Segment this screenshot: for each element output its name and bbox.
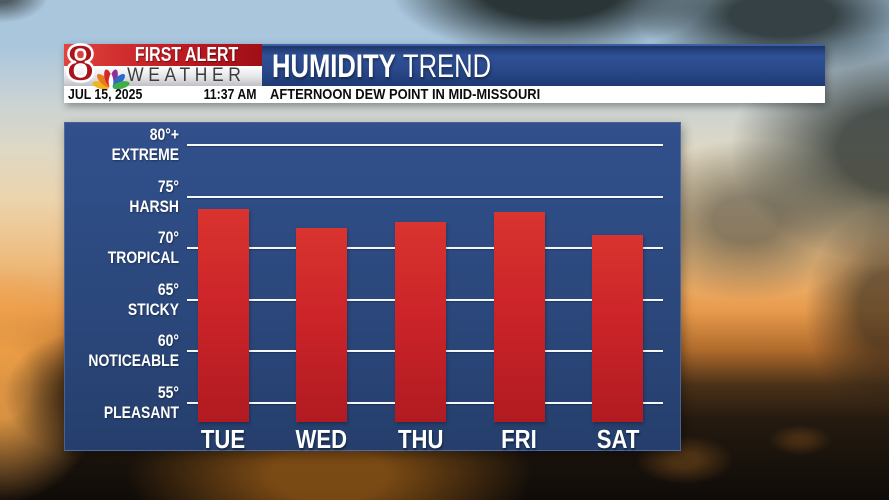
y-tick: 55° (157, 383, 179, 403)
y-axis-label-80: 80°+ EXTREME (65, 125, 179, 165)
date-time-box: JUL 15, 2025 11:37 AM (64, 86, 262, 103)
header-top-row: FIRST ALERT WEATHER 8 (64, 37, 825, 91)
y-band-name: STICKY (127, 299, 179, 319)
bar-fri (493, 212, 545, 422)
y-axis-layer: 80°+ EXTREME 75° HARSH 70° TROPICAL 65° STICKY 6… (65, 123, 680, 450)
y-tick: 60° (157, 331, 179, 351)
first-alert-label: FIRST ALERT (135, 43, 239, 66)
chart-subtitle-strip: AFTERNOON DEW POINT IN MID-MISSOURI (262, 86, 825, 103)
y-band-name: EXTREME (111, 145, 179, 164)
bar-thu (394, 222, 446, 422)
bars-layer (65, 123, 680, 450)
y-axis-label-60: 60° NOTICEABLE (65, 331, 179, 371)
y-axis-label-70: 70° TROPICAL (65, 228, 179, 268)
day-label-tue: TUE (174, 424, 272, 455)
day-label-wed: WED (273, 424, 371, 455)
day-label-text: SAT (596, 424, 640, 454)
time-label: 11:37 AM (203, 86, 256, 103)
day-label-text: THU (397, 424, 444, 454)
first-alert-banner: FIRST ALERT (64, 44, 262, 66)
title-secondary: TREND (402, 47, 492, 84)
day-label-sat: SAT (569, 424, 667, 455)
y-axis-label-55: 55° PLEASANT (65, 383, 179, 423)
chart-subtitle: AFTERNOON DEW POINT IN MID-MISSOURI (270, 86, 541, 103)
date-label: JUL 15, 2025 (68, 86, 143, 103)
title-primary: HUMIDITY (272, 47, 396, 84)
nbc-peacock-icon (92, 69, 130, 89)
y-axis-label-75: 75° HARSH (65, 177, 179, 217)
y-band-name: NOTICEABLE (88, 351, 179, 371)
chart-panel: 80°+ EXTREME 75° HARSH 70° TROPICAL 65° STICKY 6… (64, 122, 681, 454)
day-label-thu: THU (371, 424, 469, 455)
gridline-75 (187, 195, 663, 198)
title-banner: HUMIDITY TREND (262, 44, 825, 86)
day-label-text: TUE (200, 424, 246, 454)
header: FIRST ALERT WEATHER 8 (64, 37, 825, 103)
bar-wed (296, 227, 348, 422)
info-strip: JUL 15, 2025 11:37 AM AFTERNOON DEW POIN… (64, 86, 825, 103)
y-axis-label-65: 65° STICKY (65, 280, 179, 320)
channel-8-logo: 8 (65, 35, 96, 93)
x-axis-layer: TUE WED THU FRI SAT (65, 123, 680, 454)
station-logo: FIRST ALERT WEATHER 8 (64, 37, 262, 91)
gridline-80 (187, 144, 663, 146)
y-tick: 65° (157, 279, 179, 299)
day-label-text: WED (295, 424, 348, 454)
y-band-name: HARSH (129, 196, 179, 216)
y-band-name: TROPICAL (107, 248, 179, 268)
y-band-name: PLEASANT (103, 403, 179, 423)
y-tick: 70° (157, 228, 179, 248)
page-title: HUMIDITY TREND (272, 48, 491, 85)
y-tick: 75° (157, 176, 179, 196)
day-label-text: FRI (501, 424, 537, 454)
weather-label: WEATHER (126, 65, 246, 86)
bar-tue (197, 209, 249, 422)
day-label-fri: FRI (470, 424, 568, 455)
y-tick: 80°+ (149, 125, 179, 144)
bar-sat (592, 234, 644, 422)
